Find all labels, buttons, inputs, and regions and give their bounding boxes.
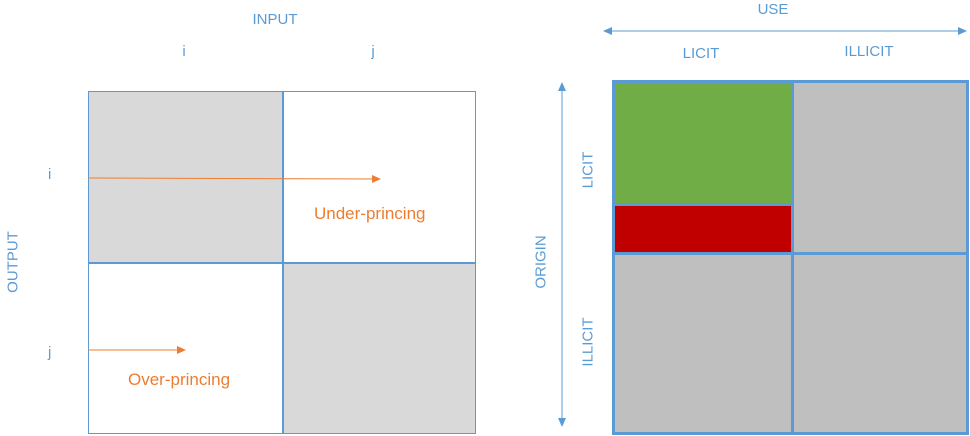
under-pricing-label: Under-princing [314,204,426,223]
cell-licit-illicit [793,81,969,254]
cell-illicit-licit [613,254,793,434]
row-label-j: j [48,344,52,361]
cell-i-i [88,91,283,263]
cell-illicit-illicit [793,254,969,434]
green-red-divider [612,203,794,206]
col-label-illicit: ILLICIT [844,43,894,60]
left-matrix-horizontal-divider [88,262,476,264]
use-title: USE [757,1,789,18]
over-pricing-label: Over-princing [128,370,231,389]
cell-licit-licit-red [613,205,793,254]
cell-j-j [283,263,476,434]
col-label-i: i [182,43,186,60]
cell-licit-licit-green [613,81,793,205]
right-matrix-horizontal-divider [612,252,969,255]
col-label-licit: LICIT [682,45,720,62]
input-title: INPUT [252,11,298,28]
right-matrix-vertical-divider [791,80,794,435]
col-label-j: j [371,43,375,60]
row-label-i: i [48,166,52,183]
right-matrix-border [612,80,969,435]
under-pricing-arrow [87,174,381,183]
